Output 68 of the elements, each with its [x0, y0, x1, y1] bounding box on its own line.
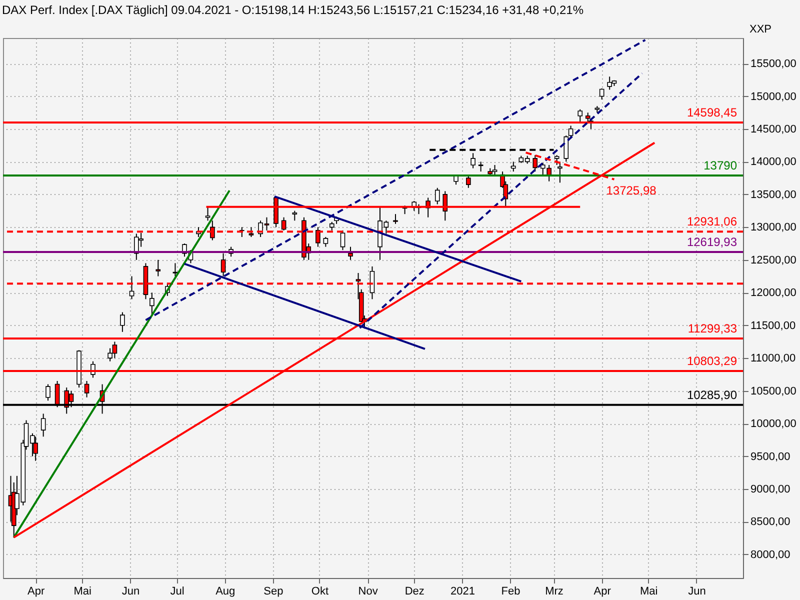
x-tick-label: Apr [28, 586, 45, 598]
candlestick [292, 210, 298, 222]
x-tick-label: Apr [594, 586, 612, 598]
y-tick-label: 12500,00 [750, 254, 796, 266]
candlestick [558, 161, 562, 184]
candlestick [470, 152, 476, 169]
y-tick-label: 14000,00 [750, 156, 796, 168]
x-tick-label: Mrz [545, 586, 564, 598]
x-tick-label: Okt [311, 586, 329, 598]
ref-line-label: 14598,45 [686, 106, 738, 120]
x-tick-label: Feb [501, 586, 520, 598]
x-tick-label: Jul [170, 586, 184, 598]
candlestick [393, 214, 398, 224]
y-tick-label: 13000,00 [750, 222, 796, 234]
x-tick-label: Aug [216, 586, 236, 598]
candlestick [599, 88, 604, 100]
y-tick-label: 10500,00 [750, 385, 796, 398]
y-tick-label: 10000,00 [750, 418, 796, 430]
candlestick [172, 262, 178, 277]
x-tick-label: Jun [688, 586, 706, 598]
y-tick-label: 11000,00 [750, 352, 796, 365]
candlestick [220, 252, 226, 277]
candlestick [323, 236, 328, 248]
y-tick-label: 15000,00 [750, 90, 796, 103]
candlestick [120, 312, 125, 332]
x-tick-label: Jun [122, 586, 140, 598]
y-tick-label: 8000,00 [750, 548, 790, 561]
y-tick-label: 9500,00 [750, 450, 790, 463]
candlestick [150, 292, 154, 316]
candlestick [129, 276, 134, 300]
ref-line-label: 13790 [704, 158, 738, 172]
ref-line-label: 10285,90 [686, 388, 738, 402]
candlestick [84, 380, 90, 398]
x-tick-label: Mai [74, 586, 92, 598]
candlestick [205, 206, 210, 222]
ref-line-label: 11299,33 [688, 321, 738, 336]
candlestick [156, 259, 161, 277]
candlestick [33, 436, 38, 462]
candlestick [554, 154, 560, 166]
ref-line-label: 10803,29 [686, 354, 738, 368]
x-tick-label: Mai [640, 586, 658, 598]
y-tick-label: 15500,00 [750, 58, 796, 70]
candlestick [46, 384, 50, 402]
candlestick [564, 135, 569, 162]
y-tick-label: 14500,00 [750, 123, 796, 136]
candlestick [40, 413, 46, 438]
candlestick [568, 125, 574, 140]
candlestick [532, 154, 538, 172]
y-tick-label: 13500,00 [750, 188, 796, 201]
y-tick-label: 11500,00 [750, 320, 796, 332]
candlestick [348, 246, 353, 260]
x-tick-label: Sep [264, 586, 284, 598]
x-tick-label: 2021 [450, 586, 475, 598]
candlestick [466, 174, 471, 188]
x-tick-label: Dez [404, 586, 424, 598]
y-tick-label: 8500,00 [750, 516, 790, 528]
ref-line-label: 12931,06 [686, 214, 738, 229]
y-tick-label: 9000,00 [750, 483, 790, 496]
y-tick-label: 12000,00 [750, 287, 796, 300]
candlestick [578, 108, 583, 123]
candlestick [478, 161, 484, 172]
y-axis-title: XXP [750, 24, 772, 36]
ref-line-label: 12619,93 [686, 235, 738, 250]
annotation: 13725,98 [606, 184, 657, 198]
chart-title: DAX Perf. Index [.DAX Täglich] 09.04.2021 - O:15198,14 H:15243,56 L:15157,21 C:15234,16 +31,48 +0,21% [2, 3, 584, 17]
candlestick [511, 161, 516, 172]
x-tick-label: Nov [358, 586, 378, 598]
candlestick [434, 187, 440, 205]
